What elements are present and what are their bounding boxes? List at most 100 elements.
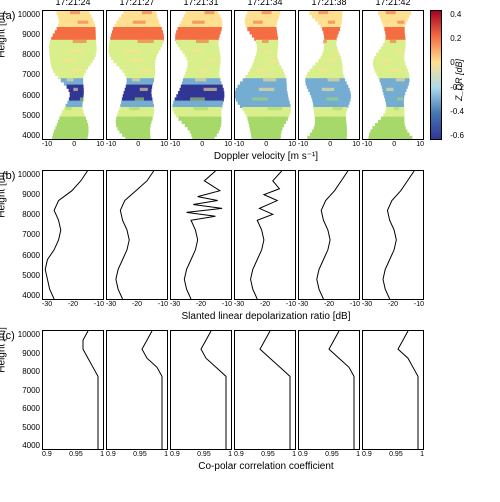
x-tick: 0.9 — [362, 451, 372, 458]
x-axis-label: Doppler velocity [m s⁻¹] — [10, 151, 490, 162]
panel-title: 17:21:24 — [43, 0, 103, 7]
row-b: (b)Height [m]100009000800070006000500040… — [10, 170, 490, 309]
x-tick: 10 — [160, 141, 168, 148]
x-ticks: -10010 — [170, 140, 232, 149]
y-tick: 6000 — [18, 404, 40, 413]
x-tick: 0.9 — [234, 451, 244, 458]
colorbar-gradient — [430, 10, 442, 140]
x-tick: 0.95 — [197, 451, 211, 458]
y-tick: 6000 — [18, 91, 40, 100]
x-tick: 0 — [200, 141, 204, 148]
y-tick: 7000 — [18, 70, 40, 79]
panel — [106, 330, 168, 450]
panel-wrap: -30-20-10 — [170, 170, 232, 309]
panel-wrap: 17:21:24-10010 — [42, 10, 104, 149]
x-tick: 0.9 — [298, 451, 308, 458]
x-tick: 1 — [164, 451, 168, 458]
x-tick: -10 — [286, 301, 296, 308]
y-axis: Height [m]10000900080007000600050004000 — [10, 170, 42, 300]
panel: 17:21:42 — [362, 10, 424, 140]
y-tick: 10000 — [18, 10, 40, 19]
x-tick: -20 — [324, 301, 334, 308]
x-ticks: 0.90.951 — [170, 450, 232, 459]
x-tick: -10 — [158, 301, 168, 308]
y-tick: 5000 — [18, 271, 40, 280]
x-ticks: 0.9 0.95 1 — [298, 450, 360, 459]
x-tick: 10 — [288, 141, 296, 148]
panel-wrap: 0.90.951 — [170, 330, 232, 459]
x-ticks: -30-20-10 — [362, 300, 424, 309]
x-tick: -10 — [414, 301, 424, 308]
panel — [362, 170, 424, 300]
x-ticks: 0.90.951 — [234, 450, 296, 459]
colorbar-tick: 0.4 — [450, 10, 464, 19]
panels: -30-20-10-30-20-10-30-20-10-30-20-10-30-… — [42, 170, 424, 309]
x-ticks: -30-20-10 — [42, 300, 104, 309]
x-tick: 0.95 — [261, 451, 275, 458]
x-tick: 10 — [352, 141, 360, 148]
panel-wrap: -30-20-10 — [42, 170, 104, 309]
x-tick: 0.95 — [69, 451, 83, 458]
x-tick: -20 — [196, 301, 206, 308]
panels: 17:21:24-1001017:21:27-1001017:21:31-100… — [42, 10, 424, 149]
y-axis: Height [m]10000900080007000600050004000 — [10, 330, 42, 450]
x-tick: 0.95 — [325, 451, 339, 458]
panel — [42, 170, 104, 300]
x-tick: 1 — [356, 451, 360, 458]
panel-wrap: -30-20-10 — [234, 170, 296, 309]
panel: 17:21:38 — [298, 10, 360, 140]
y-axis-label: Height [m] — [0, 12, 8, 58]
figure: (a)Height [m]100009000800070006000500040… — [10, 10, 490, 472]
x-tick: -30 — [106, 301, 116, 308]
panel — [362, 330, 424, 450]
x-tick: 0.95 — [389, 451, 403, 458]
colorbar: 0.40.20-0.2-0.4-0.6Z_DR [dB] — [430, 10, 442, 140]
x-tick: 0 — [328, 141, 332, 148]
x-tick: -10 — [298, 141, 308, 148]
y-tick: 4000 — [18, 131, 40, 140]
panel: 17:21:27 — [106, 10, 168, 140]
panel — [298, 330, 360, 450]
panel: 17:21:31 — [170, 10, 232, 140]
x-ticks: -30-20-10 — [298, 300, 360, 309]
panel — [170, 170, 232, 300]
x-tick: 0 — [136, 141, 140, 148]
x-ticks: -10010 — [362, 140, 424, 149]
x-tick: 0 — [264, 141, 268, 148]
panel-wrap: -30-20-10 — [298, 170, 360, 309]
x-tick: -10 — [170, 141, 180, 148]
y-ticks: 10000900080007000600050004000 — [18, 10, 42, 140]
x-tick: 1 — [100, 451, 104, 458]
x-tick: 10 — [416, 141, 424, 148]
x-tick: 0 — [392, 141, 396, 148]
panel-wrap: 17:21:38-10 0 10 — [298, 10, 360, 149]
x-ticks: 0.90.951 — [106, 450, 168, 459]
y-tick: 7000 — [18, 386, 40, 395]
panel-wrap: 17:21:31-10010 — [170, 10, 232, 149]
panel-title: 17:21:27 — [107, 0, 167, 7]
panel-wrap: 17:21:34-10010 — [234, 10, 296, 149]
x-tick: -30 — [362, 301, 372, 308]
x-tick: -10 — [106, 141, 116, 148]
x-tick: -10 — [350, 301, 360, 308]
panel-title: 17:21:42 — [363, 0, 423, 7]
x-ticks: -10 0 10 — [298, 140, 360, 149]
colorbar-label: Z_DR [dB] — [454, 59, 464, 101]
y-tick: 4000 — [18, 291, 40, 300]
colorbar-tick: -0.4 — [450, 107, 464, 116]
x-axis-label: Co-polar correlation coefficient — [10, 461, 490, 472]
x-tick: -20 — [68, 301, 78, 308]
y-tick: 8000 — [18, 210, 40, 219]
panel — [106, 170, 168, 300]
colorbar-tick: 0.2 — [450, 34, 464, 43]
y-tick: 9000 — [18, 349, 40, 358]
y-axis-label: Height [m] — [0, 327, 8, 373]
x-tick: 1 — [420, 451, 424, 458]
panel — [234, 170, 296, 300]
row-c: (c)Height [m]100009000800070006000500040… — [10, 330, 490, 459]
panel — [42, 330, 104, 450]
y-axis-label: Height [m] — [0, 172, 8, 218]
y-tick: 8000 — [18, 367, 40, 376]
panel-wrap: 0.90.951 — [42, 330, 104, 459]
x-tick: -20 — [260, 301, 270, 308]
